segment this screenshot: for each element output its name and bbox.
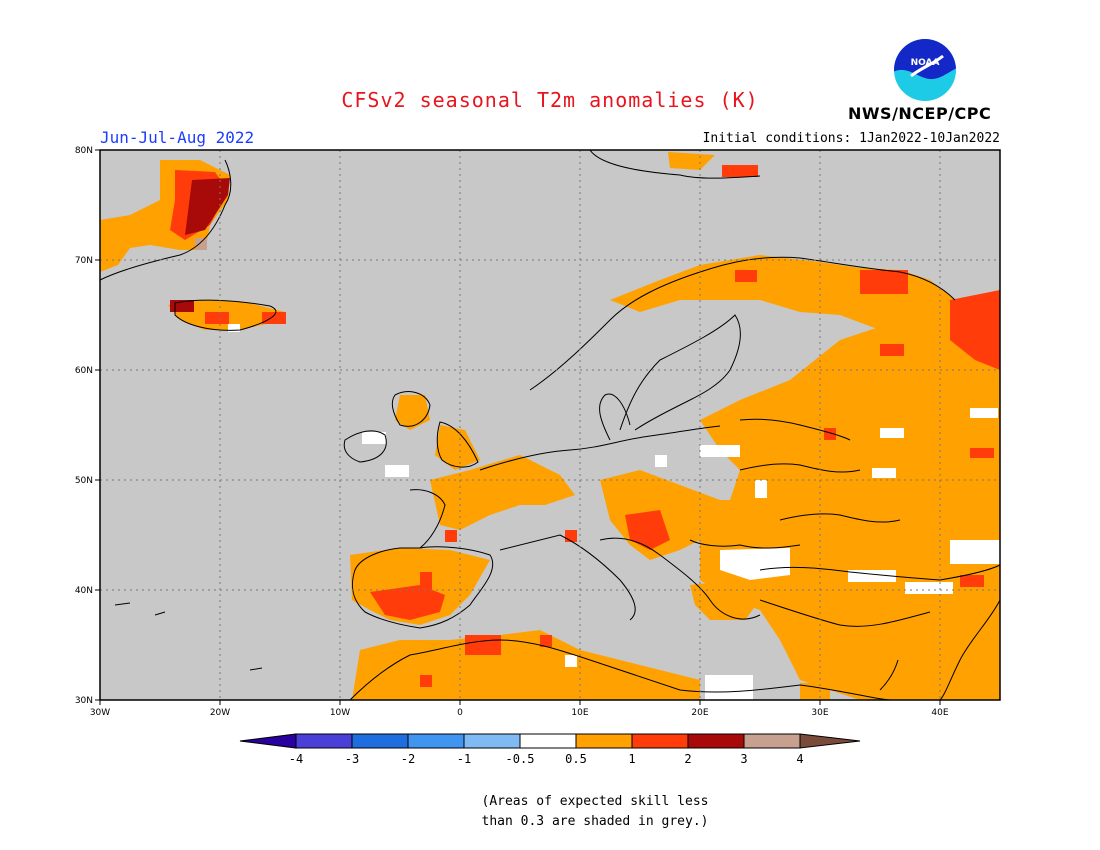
gridlines — [100, 150, 1000, 700]
colorbar-label: 1 — [628, 752, 635, 766]
y-tick-label: 60N — [75, 366, 93, 376]
x-tick-label: 30W — [90, 708, 110, 718]
colorbar-swatch — [743, 733, 801, 749]
colorbar-swatch — [351, 733, 409, 749]
colorbar-label: 3 — [740, 752, 747, 766]
colorbar-swatch — [463, 733, 521, 749]
map-title: CFSv2 seasonal T2m anomalies (K) — [341, 88, 759, 112]
colorbar-swatch — [519, 733, 577, 749]
y-tick-label: 40N — [75, 586, 93, 596]
skill-note-line: (Areas of expected skill less — [481, 794, 709, 809]
colorbar-label: 0.5 — [565, 752, 587, 766]
y-tick-label: 80N — [75, 146, 93, 156]
y-tick-label: 70N — [75, 256, 93, 266]
x-tick-label: 30E — [811, 708, 828, 718]
colorbar: -4 -3 -2 -1 -0.5 0.5 1 2 3 4 — [239, 733, 861, 766]
colorbar-swatch — [799, 733, 861, 749]
season-label: Jun-Jul-Aug 2022 — [100, 128, 255, 147]
colorbar-swatch — [575, 733, 633, 749]
colorbar-swatch — [407, 733, 465, 749]
colorbar-swatch — [631, 733, 689, 749]
x-tick-label: 0 — [457, 708, 463, 718]
colorbar-swatch — [687, 733, 745, 749]
noaa-logo: NOAA — [894, 39, 956, 101]
noaa-logo-text: NOAA — [911, 58, 940, 68]
colorbar-swatch — [239, 733, 297, 749]
x-tick-label: 20E — [691, 708, 708, 718]
colorbar-swatch — [295, 733, 353, 749]
x-tick-label: 10E — [571, 708, 588, 718]
x-tick-label: 20W — [210, 708, 230, 718]
coastlines — [99, 149, 1001, 701]
initial-conditions-label: Initial conditions: 1Jan2022-10Jan2022 — [702, 131, 1000, 146]
anomaly-patches — [100, 152, 1000, 700]
skill-note: (Areas of expected skill less than 0.3 a… — [0, 792, 1100, 832]
colorbar-label: 2 — [684, 752, 691, 766]
colorbar-label: -3 — [345, 752, 359, 766]
x-axis-ticks: 30W 20W 10W 0 10E 20E 30E 40E — [90, 700, 949, 718]
colorbar-label: -4 — [289, 752, 303, 766]
map-frame — [99, 149, 1001, 701]
agency-label: NWS/NCEP/CPC — [848, 104, 992, 123]
skill-note-line: than 0.3 are shaded in grey.) — [481, 814, 709, 829]
colorbar-label: 4 — [796, 752, 803, 766]
colorbar-label: -2 — [401, 752, 415, 766]
colorbar-label: -0.5 — [506, 752, 535, 766]
x-tick-label: 40E — [931, 708, 948, 718]
y-axis-ticks: 80N 70N 60N 50N 40N 30N — [75, 146, 100, 706]
y-tick-label: 50N — [75, 476, 93, 486]
colorbar-label: -1 — [457, 752, 471, 766]
y-tick-label: 30N — [75, 696, 93, 706]
x-tick-label: 10W — [330, 708, 350, 718]
